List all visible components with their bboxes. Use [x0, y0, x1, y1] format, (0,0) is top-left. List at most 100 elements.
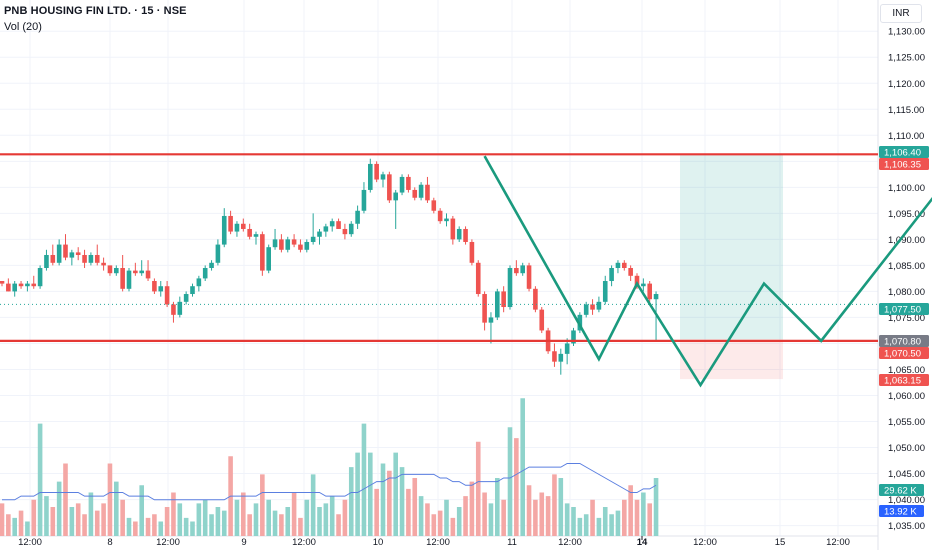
- volume-bar: [145, 517, 151, 536]
- volume-bar: [63, 463, 68, 536]
- candle-body: [164, 286, 170, 305]
- price-label-bg: [879, 347, 929, 359]
- candle: [247, 223, 252, 240]
- candle-body: [399, 176, 405, 193]
- volume-bar: [653, 478, 659, 536]
- x-tick-label: 12:00: [156, 537, 180, 548]
- volume-bar: [215, 507, 221, 536]
- volume-bar: [12, 517, 17, 536]
- volume-bar: [463, 496, 468, 536]
- candle: [622, 260, 627, 271]
- candle-body: [495, 291, 500, 318]
- candle-body: [190, 286, 195, 295]
- candle-body: [25, 283, 30, 287]
- candle-body: [279, 239, 284, 250]
- candle: [241, 218, 246, 232]
- candle: [94, 244, 100, 266]
- candle-body: [323, 226, 329, 232]
- volume-bar: [336, 514, 341, 536]
- candle-body: [114, 268, 119, 274]
- volume-bar: [171, 492, 176, 536]
- candle: [399, 174, 405, 196]
- candle-body: [196, 278, 202, 287]
- volume-bar: [641, 492, 646, 536]
- x-tick-label: 8: [107, 537, 112, 548]
- candle-body: [329, 221, 335, 227]
- candle-body: [94, 254, 100, 263]
- candle: [18, 281, 24, 289]
- candle: [602, 275, 608, 305]
- volume-bar: [406, 488, 411, 536]
- candle-body: [171, 304, 176, 315]
- volume-bar: [18, 510, 24, 536]
- candle: [209, 260, 214, 271]
- volume-bar: [37, 423, 43, 536]
- x-tick-label: 12:00: [693, 537, 717, 548]
- candle: [571, 327, 576, 347]
- volume-bar: [94, 510, 100, 536]
- candle: [317, 228, 322, 245]
- symbol-title: PNB HOUSING FIN LTD. · 15 · NSE: [4, 5, 187, 17]
- x-tick-label: 9: [241, 537, 246, 548]
- candle: [342, 223, 348, 240]
- candle: [0, 281, 5, 287]
- price-label-text: 1,070.50: [884, 349, 921, 360]
- volume-bar: [285, 507, 291, 536]
- volume-bar: [183, 517, 189, 536]
- currency-button[interactable]: INR: [880, 4, 922, 23]
- candle: [495, 288, 500, 321]
- price-label: 1,106.40: [879, 146, 929, 159]
- candle-body: [622, 262, 627, 268]
- candle: [431, 197, 437, 214]
- candle: [272, 228, 278, 250]
- x-tick-label: 15: [775, 537, 786, 548]
- candle: [552, 343, 557, 367]
- price-label-bg: [879, 335, 929, 347]
- candle-body: [50, 254, 56, 263]
- x-tick-label: 12:00: [18, 537, 42, 548]
- candle-body: [647, 283, 652, 300]
- candle-body: [393, 192, 398, 201]
- volume-label-text: 13.92 K: [884, 507, 917, 518]
- volume-label-bg: [879, 484, 924, 496]
- candle: [56, 239, 62, 266]
- volume-label-text: 29.62 K: [884, 486, 917, 497]
- candle: [31, 275, 37, 289]
- volume-bar: [380, 463, 386, 536]
- x-tick-label: 10: [373, 537, 384, 548]
- x-tick-label: 12:00: [292, 537, 316, 548]
- candle: [387, 171, 392, 203]
- candle-body: [266, 247, 271, 271]
- candle-body: [425, 184, 430, 201]
- candle-body: [634, 275, 640, 287]
- candle: [456, 226, 462, 242]
- candle-body: [241, 223, 246, 229]
- y-tick-label: 1,120.00: [888, 79, 925, 90]
- volume-ma-line: [2, 463, 657, 501]
- candle: [628, 265, 633, 282]
- candle: [374, 161, 379, 183]
- volume-bar: [56, 481, 62, 536]
- volume-bar: [126, 517, 132, 536]
- candle-body: [228, 215, 233, 232]
- candle: [228, 210, 233, 235]
- candle: [145, 260, 151, 282]
- volume-bar: [44, 496, 49, 536]
- volume-bar: [488, 503, 494, 536]
- volume-bar: [247, 514, 252, 536]
- volume-bar: [539, 492, 545, 536]
- volume-bar: [202, 499, 208, 536]
- candle: [164, 281, 170, 308]
- price-label: 1,070.80: [879, 335, 929, 348]
- candle: [107, 265, 113, 276]
- candle-body: [120, 268, 125, 289]
- candle: [279, 234, 284, 253]
- candle-body: [88, 254, 94, 263]
- candle: [126, 268, 132, 292]
- price-label-text: 1,063.15: [884, 376, 921, 387]
- y-tick-label: 1,095.00: [888, 209, 925, 220]
- volume-bar: [164, 507, 170, 536]
- y-tick-label: 1,130.00: [888, 27, 925, 38]
